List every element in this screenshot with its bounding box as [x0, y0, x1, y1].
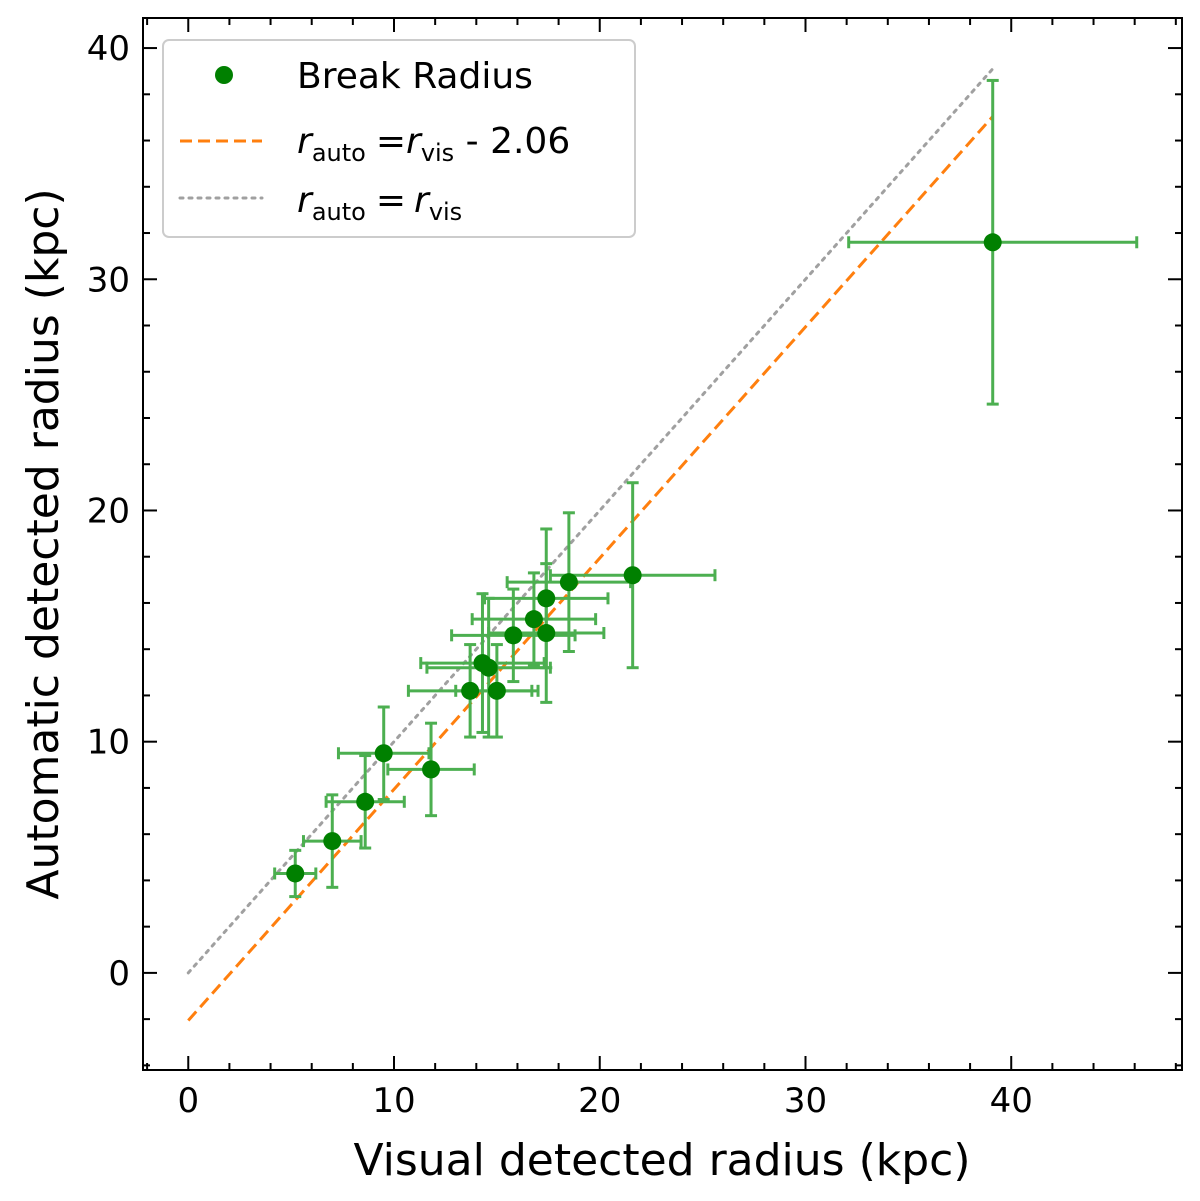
data-point [537, 589, 556, 608]
x-tick-label: 20 [578, 1081, 621, 1121]
data-point [323, 832, 342, 851]
data-point [524, 610, 543, 629]
axis-ticks [143, 18, 1182, 1070]
legend-label-fit: rauto =rvis - 2.06 [297, 121, 570, 167]
data-points [286, 233, 1002, 883]
legend-box [162, 39, 636, 238]
plot-area-frame [142, 17, 1183, 1071]
x-tick-label: 30 [784, 1081, 827, 1121]
data-point [537, 624, 556, 643]
data-point [559, 573, 578, 592]
data-point [422, 760, 441, 779]
y-tick-label: 10 [87, 723, 130, 763]
legend: Break Radius rauto =rvis - 2.06 rauto = rvi… [162, 39, 636, 238]
data-point [356, 792, 375, 811]
x-axis-label: Visual detected radius (kpc) [353, 1135, 970, 1186]
y-tick-label: 20 [87, 491, 130, 531]
y-tick-labels: 0 10 20 30 40 [87, 29, 130, 994]
identity-line [186, 67, 995, 975]
legend-label-identity: rauto = rvis [297, 180, 462, 226]
x-tick-label: 40 [990, 1081, 1033, 1121]
legend-marker-break-radius [215, 66, 233, 84]
data-point [286, 864, 305, 883]
x-tick-labels: 0 10 20 30 40 [177, 1081, 1032, 1121]
data-point [461, 681, 480, 700]
legend-label-break-radius: Break Radius [297, 56, 533, 97]
data-point [479, 658, 498, 677]
data-point [504, 626, 523, 645]
data-point [374, 744, 393, 763]
data-point [623, 566, 642, 585]
y-axis-label: Automatic detected radius (kpc) [18, 188, 69, 899]
y-tick-label: 0 [108, 954, 130, 994]
data-point [983, 233, 1002, 252]
data-point [487, 681, 506, 700]
y-tick-label: 40 [87, 29, 130, 69]
x-tick-label: 0 [177, 1081, 199, 1121]
y-tick-label: 30 [87, 260, 130, 300]
x-tick-label: 10 [372, 1081, 415, 1121]
fit-line [187, 115, 994, 1022]
